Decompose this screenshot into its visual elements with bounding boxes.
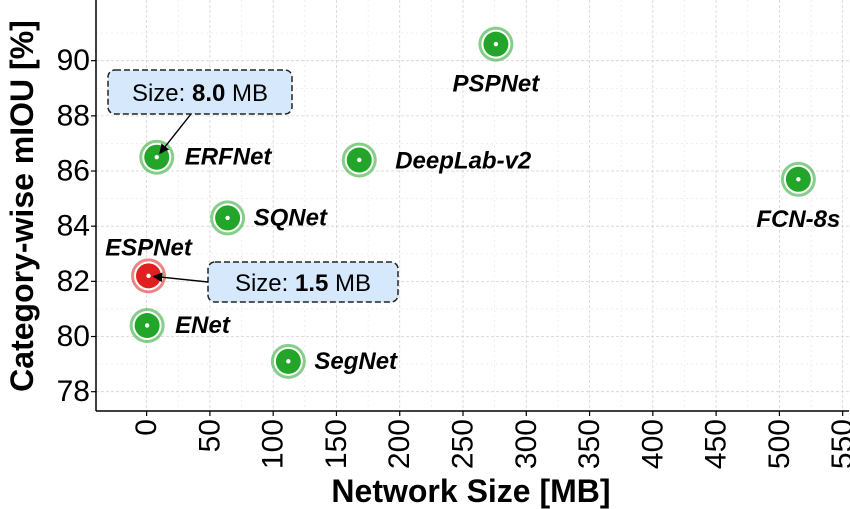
callout-espnet: Size: 1.5 MB: [152, 261, 399, 303]
y-tick-label: 82: [57, 265, 90, 298]
y-tick-label: 84: [57, 210, 90, 243]
y-axis-title: Category-wise mIOU [%]: [4, 20, 40, 392]
point-fcn-8s: [780, 161, 816, 197]
y-tick-labels: 78 80 82 84 86 88 90: [57, 44, 96, 408]
x-tick-label: 100: [257, 419, 290, 469]
point-center-dot: [144, 323, 150, 328]
y-tick-label: 78: [57, 375, 90, 408]
point-sqnet: [210, 200, 246, 236]
x-tick-labels: 0 50 100 150 200 250 300 350 400 450 500 550: [130, 411, 850, 469]
y-tick-label: 80: [57, 320, 90, 353]
point-label: SegNet: [314, 348, 398, 375]
x-tick-label: 350: [573, 419, 606, 469]
point-label: DeepLab-v2: [395, 147, 532, 174]
y-tick-label: 88: [57, 99, 90, 132]
x-tick-label: 450: [700, 419, 733, 469]
point-segnet: [270, 343, 306, 379]
point-espnet: [131, 258, 167, 294]
x-tick-label: 0: [130, 419, 163, 436]
point-labels: ESPNet ENet ERFNet SQNet SegNet DeepLab-v2 PSP…: [105, 71, 840, 375]
callout-text: Size: 1.5 MB: [235, 270, 371, 297]
grid: [96, 0, 849, 411]
point-label: SQNet: [254, 204, 328, 231]
point-label: ENet: [175, 312, 231, 339]
x-tick-label: 400: [636, 419, 669, 469]
callout-unit: MB: [328, 270, 371, 297]
point-erfnet: [139, 139, 175, 175]
point-center-dot: [225, 215, 230, 221]
x-tick-label: 500: [763, 419, 796, 469]
callout-value: 1.5: [295, 270, 328, 297]
axes: [95, 0, 849, 412]
point-center-dot: [286, 359, 291, 364]
point-label: FCN-8s: [756, 206, 840, 233]
x-tick-label: 150: [320, 419, 353, 469]
callout-box: [107, 69, 293, 115]
point-center-dot: [146, 273, 151, 279]
point-center-dot: [357, 157, 362, 163]
callout-prefix: Size:: [235, 270, 295, 297]
y-tick-label: 90: [57, 44, 90, 77]
callout-arrow: [159, 113, 192, 155]
point-label: PSPNet: [453, 71, 541, 98]
callout-prefix: Size:: [132, 80, 192, 107]
callout-arrow: [152, 272, 209, 283]
point-label: ERFNet: [185, 144, 273, 171]
x-tick-label: 550: [826, 419, 850, 469]
callout-unit: MB: [225, 80, 268, 107]
point-center-dot: [493, 41, 499, 47]
x-tick-label: 200: [383, 419, 416, 469]
point-label: ESPNet: [105, 234, 193, 261]
callout-erfnet: Size: 8.0 MB: [107, 69, 293, 155]
callout-text: Size: 8.0 MB: [132, 80, 268, 107]
point-deeplab-v2: [341, 142, 377, 178]
x-axis-title: Network Size [MB]: [331, 473, 610, 509]
point-center-dot: [154, 155, 159, 160]
y-tick-label: 86: [57, 155, 90, 188]
x-tick-label: 250: [447, 419, 480, 469]
point-enet: [129, 307, 165, 343]
point-center-dot: [796, 177, 801, 182]
point-pspnet: [478, 26, 514, 62]
callout-value: 8.0: [192, 80, 225, 107]
x-tick-label: 300: [510, 419, 543, 469]
x-tick-label: 50: [193, 419, 226, 452]
